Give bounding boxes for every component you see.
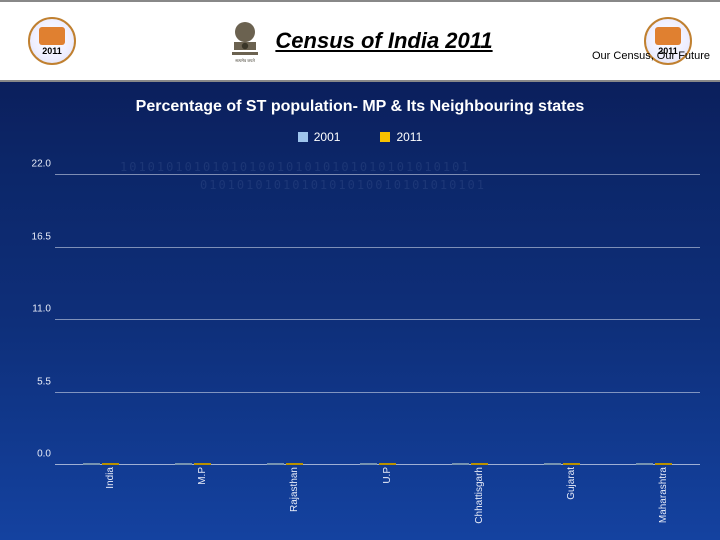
legend-item: 2011 (380, 130, 422, 144)
legend-swatch (380, 132, 390, 142)
slide: 10101010101010100101010101010101010101 0… (0, 0, 720, 540)
gridline (55, 392, 700, 393)
svg-text:सत्यमेव जयते: सत्यमेव जयते (236, 58, 256, 63)
national-emblem-icon: सत्यमेव जयते (227, 17, 263, 65)
chart-legend: 2001 2011 (0, 130, 720, 144)
bar (175, 463, 192, 465)
y-axis-label: 0.0 (21, 449, 51, 460)
x-axis-label: Maharashtra (658, 465, 669, 523)
bar-group: Chhattisgarh (452, 463, 488, 465)
bar-group: India (83, 463, 119, 465)
gridline (55, 174, 700, 175)
census-logo-left: 2011 (28, 17, 76, 65)
chart-bars: India M.P Rajasthan U.P Chhattisgarh Gujarat M… (55, 175, 700, 465)
legend-label: 2001 (314, 130, 341, 144)
legend-swatch (298, 132, 308, 142)
legend-item: 2001 (298, 130, 341, 144)
header-center: सत्यमेव जयते Census of India 2011 (76, 17, 644, 65)
bar (360, 463, 377, 465)
page-title: Census of India 2011 (275, 28, 492, 54)
gridline (55, 247, 700, 248)
chart-area: India M.P Rajasthan U.P Chhattisgarh Gujarat M… (55, 175, 700, 465)
gridline (55, 319, 700, 320)
page-subtitle: Our Census, Our Future (592, 50, 710, 62)
y-axis-label: 16.5 (21, 231, 51, 242)
y-axis-label: 5.5 (21, 376, 51, 387)
header: 2011 सत्यमेव जयते Census of India 2011 2… (0, 0, 720, 82)
decoration: 10101010101010100101010101010101010101 (120, 160, 471, 174)
bar-group: U.P (360, 463, 396, 465)
bar (267, 463, 284, 465)
logo-year: 2011 (42, 46, 62, 56)
bar-group: Maharashtra (636, 463, 672, 465)
x-axis-label: Rajasthan (289, 465, 300, 512)
bar-group: Gujarat (544, 463, 580, 465)
bar-group: Rajasthan (267, 463, 303, 465)
legend-label: 2011 (396, 130, 422, 144)
chart-plot: India M.P Rajasthan U.P Chhattisgarh Gujarat M… (55, 175, 700, 465)
x-axis-label: Chhattisgarh (474, 465, 485, 524)
x-axis-label: India (105, 465, 116, 489)
chart-title: Percentage of ST population- MP & Its Ne… (0, 98, 720, 116)
y-axis-label: 22.0 (21, 159, 51, 170)
bar (544, 463, 561, 465)
bar (452, 463, 469, 465)
x-axis-label: U.P (382, 465, 393, 484)
bar (83, 463, 100, 465)
bar-group: M.P (175, 463, 211, 465)
x-axis-label: M.P (197, 465, 208, 485)
bar (636, 463, 653, 465)
y-axis-label: 11.0 (21, 304, 51, 315)
x-axis-label: Gujarat (566, 465, 577, 500)
